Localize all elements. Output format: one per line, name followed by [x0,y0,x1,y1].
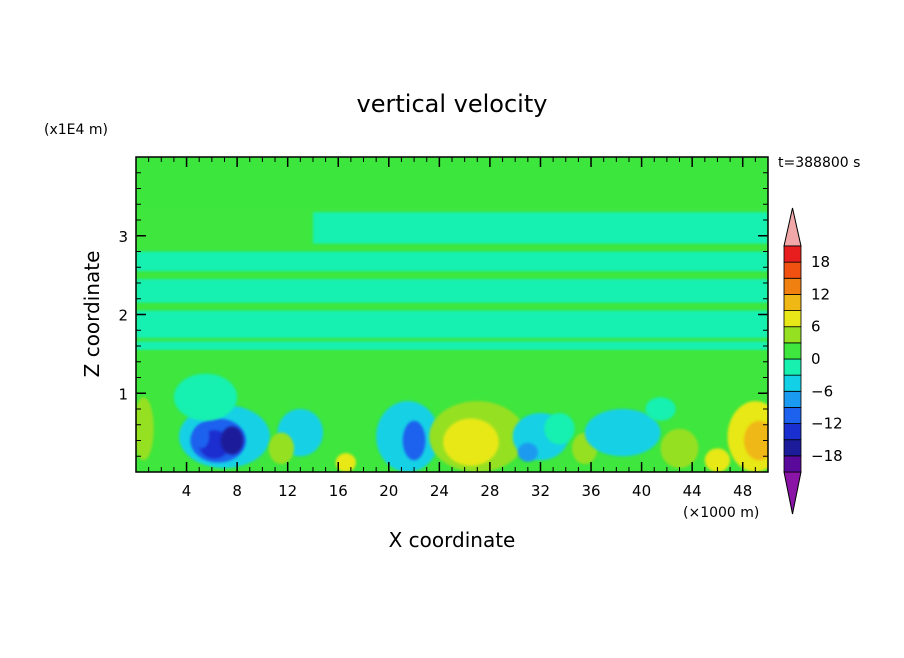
colorbar-swatch [783,277,802,295]
field-band [312,212,768,244]
x-tick-label: 12 [278,482,297,500]
x-tick-label: 4 [182,482,192,500]
field-cell [544,412,575,445]
colorbar-swatch [783,358,802,376]
y-axis: 1 2 3 [118,172,768,457]
colorbar-swatch [783,261,802,279]
colorbar-swatch [783,423,802,441]
colorbar-swatch [783,310,802,328]
field-cell [136,397,154,461]
field-cell [268,432,294,465]
y-tick-label: 3 [118,228,128,246]
colorbar-under-arrow [783,471,802,515]
colorbar-swatch [783,342,802,360]
x-axis-label: X coordinate [389,528,516,552]
chart-title: vertical velocity [357,90,548,118]
x-tick-label: 32 [531,482,550,500]
field-cell [645,397,676,421]
x-tick-label: 48 [733,482,752,500]
x-tick-label: 36 [581,482,600,500]
field-cell [704,448,731,472]
time-label: t=388800 s [778,155,860,171]
field-cell [402,420,426,461]
x-unit-label: (×1000 m) [683,505,759,521]
y-unit-label: (x1E4 m) [44,122,108,138]
colorbar-tick-label: 6 [811,318,821,336]
colorbar-swatch [783,326,802,344]
y-tick-label: 2 [118,307,128,325]
x-tick-label: 28 [480,482,499,500]
field-cell [173,373,238,421]
colorbar-swatch [783,390,802,408]
field-band [136,310,768,339]
colorbar-swatch [783,407,802,424]
field-band [136,157,768,209]
colorbar-over-arrow [783,207,802,247]
x-axis: 4 8 12 16 20 24 28 32 36 40 44 48 [148,157,756,500]
colorbar-swatch [783,245,802,263]
x-tick-label: 8 [232,482,242,500]
colorbar-swatch [783,294,802,311]
field-cell [443,418,499,466]
field-cell [743,420,768,461]
field-band [136,341,768,350]
x-tick-label: 44 [683,482,702,500]
field-cell [220,426,244,455]
field-cell [517,442,538,462]
colorbar-tick-label: −12 [811,415,843,433]
colorbar: 18 12 6 0 −6 −12 −18 [783,207,843,515]
field-cell [194,424,210,449]
colorbar-tick-label: 0 [811,350,821,368]
x-tick-label: 24 [430,482,449,500]
y-tick-label: 1 [118,385,128,403]
x-tick-label: 40 [632,482,651,500]
y-axis-label: Z coordinate [80,251,104,378]
x-tick-label: 20 [379,482,398,500]
colorbar-tick-label: −18 [811,447,843,465]
contour-field [136,157,768,472]
colorbar-swatch [783,374,802,392]
field-cell [660,428,699,469]
field-band [136,251,768,272]
field-cell [584,409,661,457]
colorbar-tick-label: 12 [811,285,830,303]
field-band [136,279,768,303]
colorbar-tick-label: −6 [811,382,833,400]
colorbar-swatch [783,455,802,473]
colorbar-swatch [783,439,802,457]
x-tick-label: 16 [329,482,348,500]
colorbar-tick-label: 18 [811,253,830,271]
